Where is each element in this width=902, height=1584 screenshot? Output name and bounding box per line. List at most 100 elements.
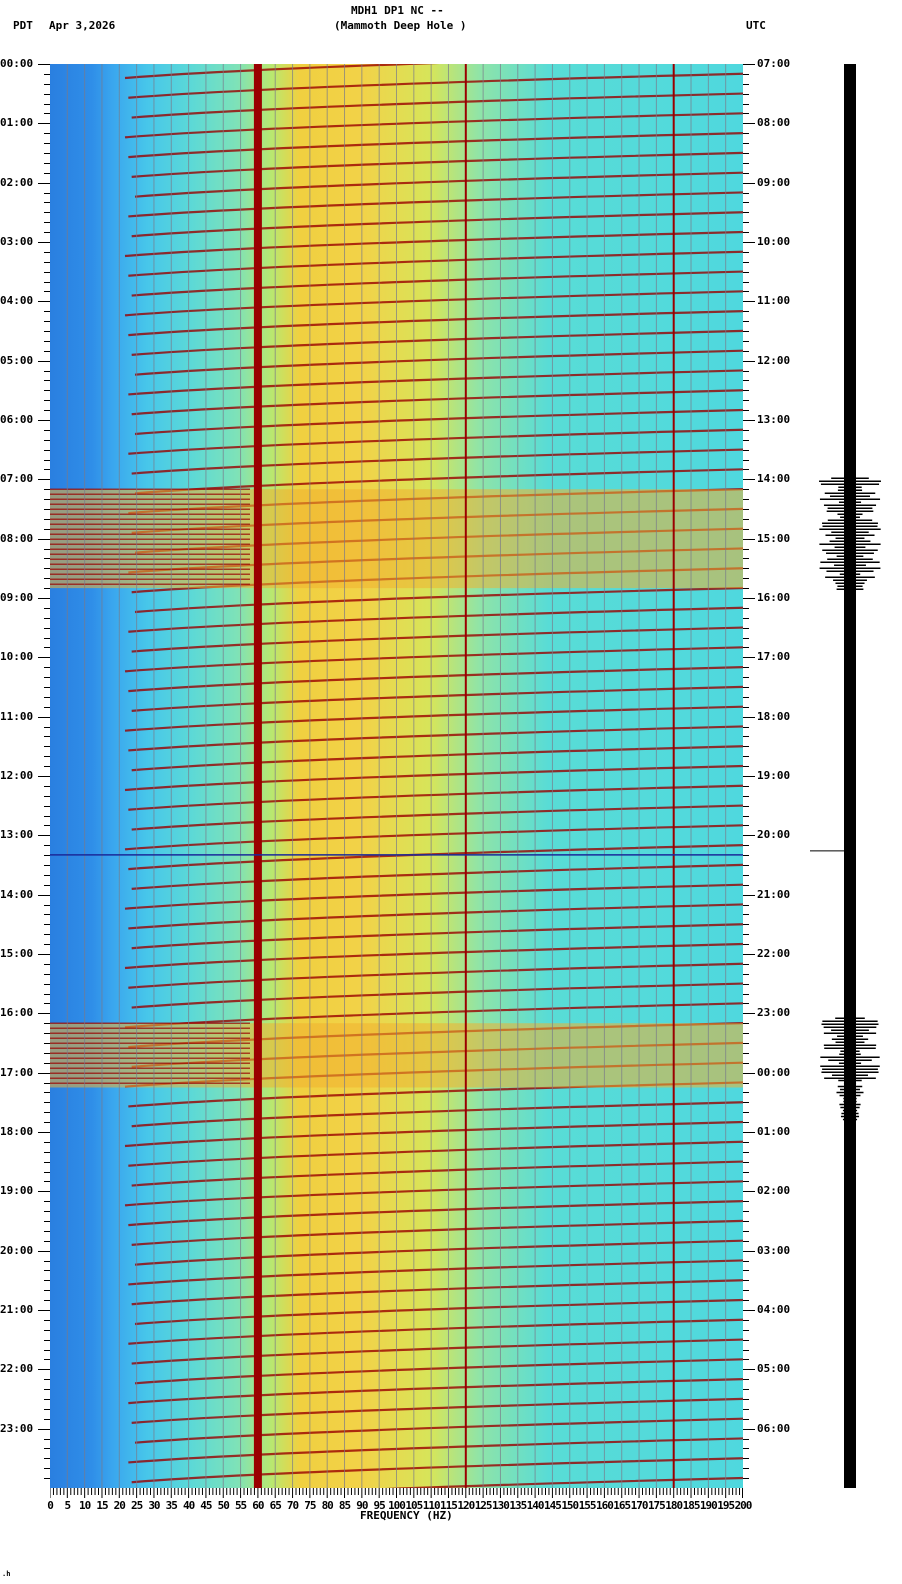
tick-left (38, 776, 50, 777)
minor-tick-right (743, 667, 749, 668)
tick-right (743, 1013, 755, 1014)
tick-left (38, 420, 50, 421)
minor-tick-right (743, 1043, 749, 1044)
minor-tick-left (44, 94, 50, 95)
minor-tick-left (44, 1162, 50, 1163)
tick-left (38, 717, 50, 718)
minor-tick-left (44, 806, 50, 807)
time-label-right: 18:00 (757, 710, 790, 723)
minor-tick-right (743, 390, 749, 391)
tick-right (743, 1073, 755, 1074)
minor-tick-left (44, 143, 50, 144)
frequency-tick-label: 180 (665, 1499, 682, 1512)
time-label-left: 07:00 (0, 472, 33, 485)
minor-tick-right (743, 262, 749, 263)
frequency-tick-label: 195 (717, 1499, 734, 1512)
minor-tick-left (44, 1053, 50, 1054)
minor-tick-left (44, 687, 50, 688)
tick-left (38, 1429, 50, 1430)
right-timezone: UTC (746, 19, 766, 32)
minor-tick-left (44, 588, 50, 589)
time-label-right: 04:00 (757, 1303, 790, 1316)
frequency-tick-label: 25 (131, 1499, 142, 1512)
left-timezone: PDT (13, 19, 33, 32)
tick-left (38, 361, 50, 362)
minor-tick-left (44, 697, 50, 698)
minor-tick-left (44, 905, 50, 906)
minor-tick-left (44, 193, 50, 194)
minor-tick-left (44, 855, 50, 856)
minor-tick-left (44, 677, 50, 678)
frequency-tick-label: 185 (683, 1499, 700, 1512)
minor-tick-right (743, 212, 749, 213)
minor-tick-left (44, 113, 50, 114)
minor-tick-left (44, 1280, 50, 1281)
frequency-tick-label: 155 (579, 1499, 596, 1512)
minor-tick-right (743, 94, 749, 95)
tick-left (38, 123, 50, 124)
minor-tick-right (743, 163, 749, 164)
minor-tick-right (743, 1181, 749, 1182)
minor-tick-left (44, 1468, 50, 1469)
frequency-tick-label: 150 (561, 1499, 578, 1512)
minor-tick-right (743, 905, 749, 906)
minor-tick-left (44, 727, 50, 728)
minor-tick-right (743, 291, 749, 292)
minor-tick-right (743, 1448, 749, 1449)
minor-tick-left (44, 430, 50, 431)
minor-tick-left (44, 578, 50, 579)
time-label-left: 08:00 (0, 532, 33, 545)
minor-tick-left (44, 1152, 50, 1153)
minor-tick-right (743, 133, 749, 134)
minor-tick-left (44, 845, 50, 846)
minor-tick-left (44, 84, 50, 85)
time-label-right: 15:00 (757, 532, 790, 545)
minor-tick-right (743, 469, 749, 470)
time-label-right: 12:00 (757, 354, 790, 367)
frequency-tick-label: 65 (270, 1499, 281, 1512)
minor-tick-right (743, 845, 749, 846)
minor-tick-left (44, 1092, 50, 1093)
minor-tick-right (743, 885, 749, 886)
minor-tick-right (743, 440, 749, 441)
time-label-right: 08:00 (757, 116, 790, 129)
minor-tick-left (44, 875, 50, 876)
tick-left (38, 539, 50, 540)
minor-tick-right (743, 1053, 749, 1054)
minor-tick-left (44, 1448, 50, 1449)
minor-tick-left (44, 212, 50, 213)
minor-tick-right (743, 351, 749, 352)
time-label-right: 22:00 (757, 947, 790, 960)
frequency-tick-label: 145 (544, 1499, 561, 1512)
minor-tick-left (44, 558, 50, 559)
minor-tick-left (44, 1172, 50, 1173)
minor-tick-left (44, 133, 50, 134)
time-label-right: 20:00 (757, 828, 790, 841)
frequency-tick-label: 190 (700, 1499, 717, 1512)
minor-tick-right (743, 549, 749, 550)
minor-tick-left (44, 321, 50, 322)
minor-tick-right (743, 628, 749, 629)
time-label-left: 12:00 (0, 769, 33, 782)
minor-tick-right (743, 499, 749, 500)
minor-tick-left (44, 282, 50, 283)
minor-tick-left (44, 1033, 50, 1034)
minor-tick-right (743, 1399, 749, 1400)
frequency-tick-label: 120 (457, 1499, 474, 1512)
time-label-right: 03:00 (757, 1244, 790, 1257)
minor-tick-right (743, 697, 749, 698)
minor-tick-left (44, 964, 50, 965)
minor-tick-right (743, 1409, 749, 1410)
minor-tick-right (743, 1112, 749, 1113)
frequency-tick-label: 80 (322, 1499, 333, 1512)
minor-tick-right (743, 924, 749, 925)
time-label-right: 23:00 (757, 1006, 790, 1019)
minor-tick-right (743, 460, 749, 461)
tick-left (38, 1132, 50, 1133)
minor-tick-right (743, 202, 749, 203)
minor-tick-left (44, 628, 50, 629)
minor-tick-left (44, 766, 50, 767)
minor-tick-left (44, 885, 50, 886)
minor-tick-right (743, 1221, 749, 1222)
time-label-right: 19:00 (757, 769, 790, 782)
